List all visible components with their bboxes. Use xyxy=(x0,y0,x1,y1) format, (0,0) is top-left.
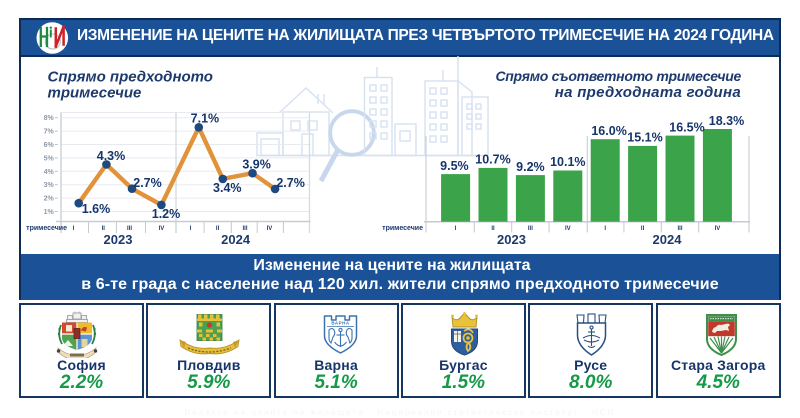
svg-text:8%: 8% xyxy=(44,115,55,122)
svg-text:2024: 2024 xyxy=(221,232,251,247)
svg-text:III: III xyxy=(528,226,533,232)
svg-text:1.6%: 1.6% xyxy=(82,202,111,216)
svg-text:тримесечие: тримесечие xyxy=(382,225,423,232)
svg-text:9.5%: 9.5% xyxy=(440,159,469,173)
svg-text:1.2%: 1.2% xyxy=(152,207,181,221)
svg-text:III: III xyxy=(127,226,132,232)
svg-text:10.7%: 10.7% xyxy=(475,153,510,167)
svg-text:IV: IV xyxy=(565,226,571,232)
svg-text:I: I xyxy=(73,226,75,232)
svg-text:10.1%: 10.1% xyxy=(550,155,585,169)
svg-text:18.3%: 18.3% xyxy=(709,114,744,128)
svg-text:IV: IV xyxy=(715,226,721,232)
svg-text:4.3%: 4.3% xyxy=(97,149,126,163)
svg-text:9.2%: 9.2% xyxy=(516,160,545,174)
svg-text:16.0%: 16.0% xyxy=(591,124,626,138)
svg-text:7%: 7% xyxy=(44,129,55,136)
svg-text:II: II xyxy=(102,226,106,232)
svg-text:7.1%: 7.1% xyxy=(191,112,220,126)
svg-text:III: III xyxy=(242,226,247,232)
svg-text:ВАРНА: ВАРНА xyxy=(331,321,350,326)
svg-text:II: II xyxy=(216,226,220,232)
svg-text:3.4%: 3.4% xyxy=(213,181,242,195)
svg-text:3.9%: 3.9% xyxy=(242,158,271,172)
svg-text:II: II xyxy=(641,226,645,232)
svg-text:I: I xyxy=(604,226,606,232)
svg-text:I: I xyxy=(455,226,457,232)
svg-text:III: III xyxy=(677,226,682,232)
svg-text:5%: 5% xyxy=(44,155,55,162)
svg-text:2023: 2023 xyxy=(104,232,133,247)
svg-text:6%: 6% xyxy=(44,142,55,149)
svg-text:2.7%: 2.7% xyxy=(276,176,305,190)
svg-text:1%: 1% xyxy=(44,209,55,216)
svg-text:2.7%: 2.7% xyxy=(133,176,162,190)
svg-text:IV: IV xyxy=(267,226,273,232)
svg-text:2024: 2024 xyxy=(653,232,683,247)
svg-text:I: I xyxy=(190,226,192,232)
svg-text:15.1%: 15.1% xyxy=(627,131,662,145)
svg-text:16.5%: 16.5% xyxy=(669,120,704,134)
svg-text:4%: 4% xyxy=(44,169,55,176)
svg-text:тримесечие: тримесечие xyxy=(48,85,142,102)
svg-text:IV: IV xyxy=(159,226,165,232)
svg-text:2%: 2% xyxy=(44,196,55,203)
svg-text:на предходната година: на предходната година xyxy=(555,84,741,101)
svg-text:Спрямо предходното: Спрямо предходното xyxy=(48,69,213,86)
svg-text:Спрямо съответното тримесечие: Спрямо съответното тримесечие xyxy=(495,68,741,84)
svg-text:тримесечие: тримесечие xyxy=(26,225,67,232)
svg-text:2023: 2023 xyxy=(497,232,526,247)
svg-text:3%: 3% xyxy=(44,182,55,189)
svg-text:II: II xyxy=(491,226,495,232)
